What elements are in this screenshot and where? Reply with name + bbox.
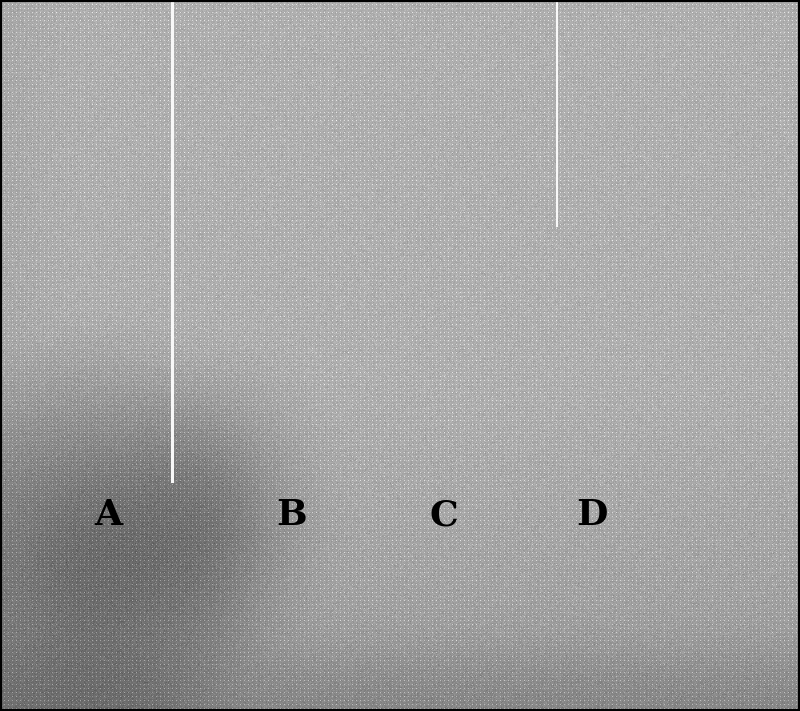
Text: B: B [277,498,307,533]
Text: D: D [576,498,608,533]
Text: A: A [94,498,122,533]
Text: C: C [430,498,458,533]
